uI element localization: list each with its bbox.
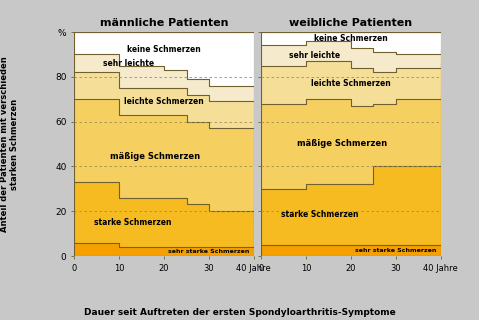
Polygon shape <box>74 243 254 256</box>
Text: keine Schmerzen: keine Schmerzen <box>314 34 388 43</box>
Polygon shape <box>74 72 254 128</box>
Text: keine Schmerzen: keine Schmerzen <box>127 45 201 54</box>
Polygon shape <box>261 245 441 256</box>
Polygon shape <box>261 61 441 106</box>
Text: leichte Schmerzen: leichte Schmerzen <box>124 97 204 106</box>
Polygon shape <box>261 41 441 72</box>
Text: sehr leichte: sehr leichte <box>289 51 341 60</box>
Text: Anteil der Patienten mit verschieden
starken Schmerzen: Anteil der Patienten mit verschieden sta… <box>0 56 19 232</box>
Title: weibliche Patienten: weibliche Patienten <box>289 19 412 28</box>
Text: starke Schmerzen: starke Schmerzen <box>94 218 171 227</box>
Polygon shape <box>74 54 254 101</box>
Polygon shape <box>261 32 441 54</box>
Text: mäßige Schmerzen: mäßige Schmerzen <box>110 152 200 161</box>
Polygon shape <box>74 32 254 86</box>
Polygon shape <box>261 162 441 245</box>
Text: sehr starke Schmerzen: sehr starke Schmerzen <box>355 248 436 253</box>
Polygon shape <box>261 95 441 189</box>
Polygon shape <box>74 99 254 216</box>
Text: mäßige Schmerzen: mäßige Schmerzen <box>297 139 387 148</box>
Text: leichte Schmerzen: leichte Schmerzen <box>311 79 391 88</box>
Text: Dauer seit Auftreten der ersten Spondyloarthritis-Symptome: Dauer seit Auftreten der ersten Spondylo… <box>84 308 395 317</box>
Polygon shape <box>74 182 254 247</box>
Text: sehr leichte: sehr leichte <box>103 59 154 68</box>
Text: starke Schmerzen: starke Schmerzen <box>281 210 358 219</box>
Text: sehr starke Schmerzen: sehr starke Schmerzen <box>168 249 250 254</box>
Title: männliche Patienten: männliche Patienten <box>100 19 228 28</box>
